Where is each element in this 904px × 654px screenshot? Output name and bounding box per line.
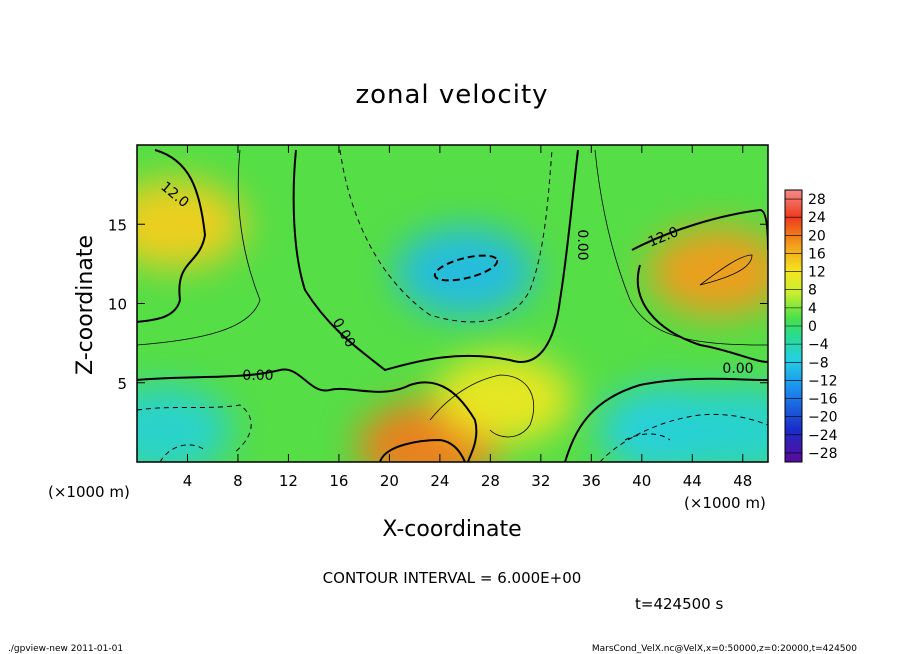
y-ticks: 5 10 15: [108, 216, 768, 393]
x-ticks: 4 8 12 16 20 24 28 32 36 40 44 48: [183, 145, 752, 490]
contour-cold-core: [433, 254, 499, 282]
x-tick-label-3: 16: [329, 472, 348, 490]
x-tick-label-7: 32: [531, 472, 550, 490]
colorbar-tick-label-12: −20: [808, 410, 838, 426]
x-tick-label-9: 40: [632, 472, 651, 490]
colorbar-tick-label-4: 12: [808, 265, 826, 281]
field-feature-7: [672, 385, 768, 462]
y-tick-label-0: 5: [117, 375, 127, 393]
velocity-field: [137, 179, 768, 462]
colorbar-tick-label-10: −12: [808, 373, 838, 389]
colorbar-tick-label-2: 20: [808, 228, 826, 244]
x-tick-label-1: 8: [233, 472, 243, 490]
contour-6-left: [137, 149, 261, 346]
colorbar-tick-label-1: 24: [808, 210, 826, 226]
contour-zero-right: [564, 377, 768, 462]
contour-neg6-left: [137, 404, 252, 462]
x-tick-label-8: 36: [582, 472, 601, 490]
colorbar-tick-label-0: 28: [808, 192, 826, 208]
x-tick-label-10: 44: [683, 472, 702, 490]
x-tick-label-4: 20: [380, 472, 399, 490]
x-unit-left: (×1000 m): [48, 483, 130, 501]
contour-label-zero-vertical: 0.00: [574, 229, 590, 260]
field-feature-1: [647, 226, 768, 317]
contour-warm-bottom: [379, 438, 466, 462]
x-unit-right: (×1000 m): [684, 494, 766, 512]
x-tick-label-2: 12: [279, 472, 298, 490]
contour-label-zero-right: 0.00: [722, 361, 753, 377]
x-tick-label-0: 4: [183, 472, 193, 490]
time-label: t=424500 s: [635, 595, 723, 613]
field-feature-4: [395, 226, 536, 317]
contour-6-right: [594, 149, 768, 346]
colorbar-tick-label-14: −28: [808, 446, 838, 462]
colorbar-ticks: 28 24 20 16 12 8 4 0 −4 −8 −12 −16 −20 −24 −28: [785, 192, 838, 462]
colorbar-tick-label-13: −24: [808, 428, 838, 444]
contour-neg6-right: [599, 413, 768, 462]
contour-lines: [137, 149, 768, 462]
colorbar-tick-label-7: 0: [808, 319, 817, 335]
footer-left: ./gpview-new 2011-01-01: [8, 644, 123, 654]
colorbar-tick-label-6: 4: [808, 301, 817, 317]
x-axis-title: X-coordinate: [382, 517, 521, 542]
contour-label-zero-left: 0.00: [242, 368, 273, 384]
colorbar-tick-label-3: 16: [808, 246, 826, 262]
y-tick-label-1: 10: [108, 296, 127, 314]
colorbar-tick-label-5: 8: [808, 283, 817, 299]
colorbar-tick-label-8: −4: [808, 337, 829, 353]
x-tick-label-11: 48: [733, 472, 752, 490]
x-tick-label-6: 28: [481, 472, 500, 490]
colorbar-tick-label-11: −16: [808, 392, 838, 408]
field-feature-3: [432, 353, 573, 444]
field-feature-5: [137, 385, 233, 462]
chart-title: zonal velocity: [355, 80, 548, 110]
footer-right: MarsCond_VelX.nc@VelX,x=0:50000,z=0:2000…: [592, 644, 857, 654]
y-tick-label-2: 15: [108, 216, 127, 234]
contour-neg6-center: [339, 149, 553, 323]
colorbar-tick-label-9: −8: [808, 355, 829, 371]
x-tick-label-5: 24: [430, 472, 449, 490]
y-axis-title: Z-coordinate: [73, 235, 98, 375]
contour-12-left: [137, 149, 207, 323]
contour-6-bottom: [429, 374, 534, 438]
field-feature-0: [137, 179, 245, 270]
colorbar: 28 24 20 16 12 8 4 0 −4 −8 −12 −16 −20 −24 −28: [784, 189, 838, 463]
contour-zero-lower: [137, 368, 478, 462]
contour-zero-center: [292, 149, 579, 372]
plot-area: 12.0 12.0 0.00 0.00 0.00 0.00 4 8 12 16 20 24…: [108, 144, 769, 490]
contour-interval-note: CONTOUR INTERVAL = 6.000E+00: [323, 569, 582, 587]
